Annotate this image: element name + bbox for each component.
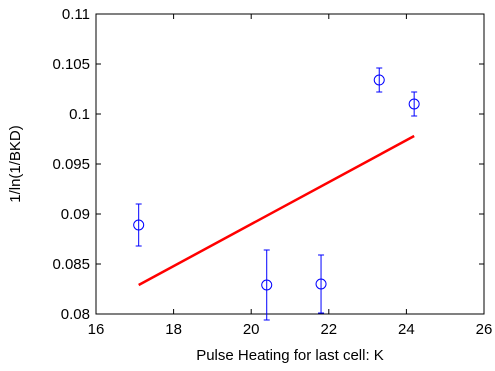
y-tick-label: 0.1	[69, 106, 90, 123]
data-point	[408, 91, 420, 117]
x-tick-label: 18	[165, 321, 182, 338]
y-tick-label: 0.08	[61, 306, 90, 323]
x-tick-label: 22	[320, 321, 337, 338]
point-marker	[373, 74, 385, 86]
point-marker	[408, 98, 420, 110]
y-tick-label: 0.105	[52, 56, 90, 73]
y-axis-ticks: 0.08 0.085 0.09 0.095 0.1 0.105 0.11	[52, 6, 484, 323]
x-axis-ticks: 16 18 20 22 24 26	[88, 14, 493, 338]
data-points-series	[133, 67, 420, 321]
x-tick-label: 16	[88, 321, 105, 338]
y-tick-label: 0.11	[62, 6, 90, 23]
fit-line-series	[138, 134, 415, 287]
x-tick-label: 26	[476, 321, 493, 338]
x-axis-label: Pulse Heating for last cell: K	[196, 347, 384, 364]
data-point	[133, 203, 145, 247]
data-point	[261, 249, 273, 321]
plot-area-frame	[95, 13, 485, 315]
data-point	[373, 67, 385, 93]
y-tick-label: 0.095	[52, 156, 90, 173]
y-tick-label: 0.085	[52, 256, 90, 273]
point-marker	[315, 278, 327, 290]
x-tick-label: 24	[398, 321, 415, 338]
point-marker	[133, 219, 145, 231]
point-marker	[261, 279, 273, 291]
fit-line	[138, 134, 415, 287]
y-tick-label: 0.09	[61, 206, 90, 223]
x-tick-label: 20	[243, 321, 260, 338]
y-axis-label: 1/ln(1/BKD)	[7, 125, 24, 203]
data-point	[315, 254, 327, 314]
